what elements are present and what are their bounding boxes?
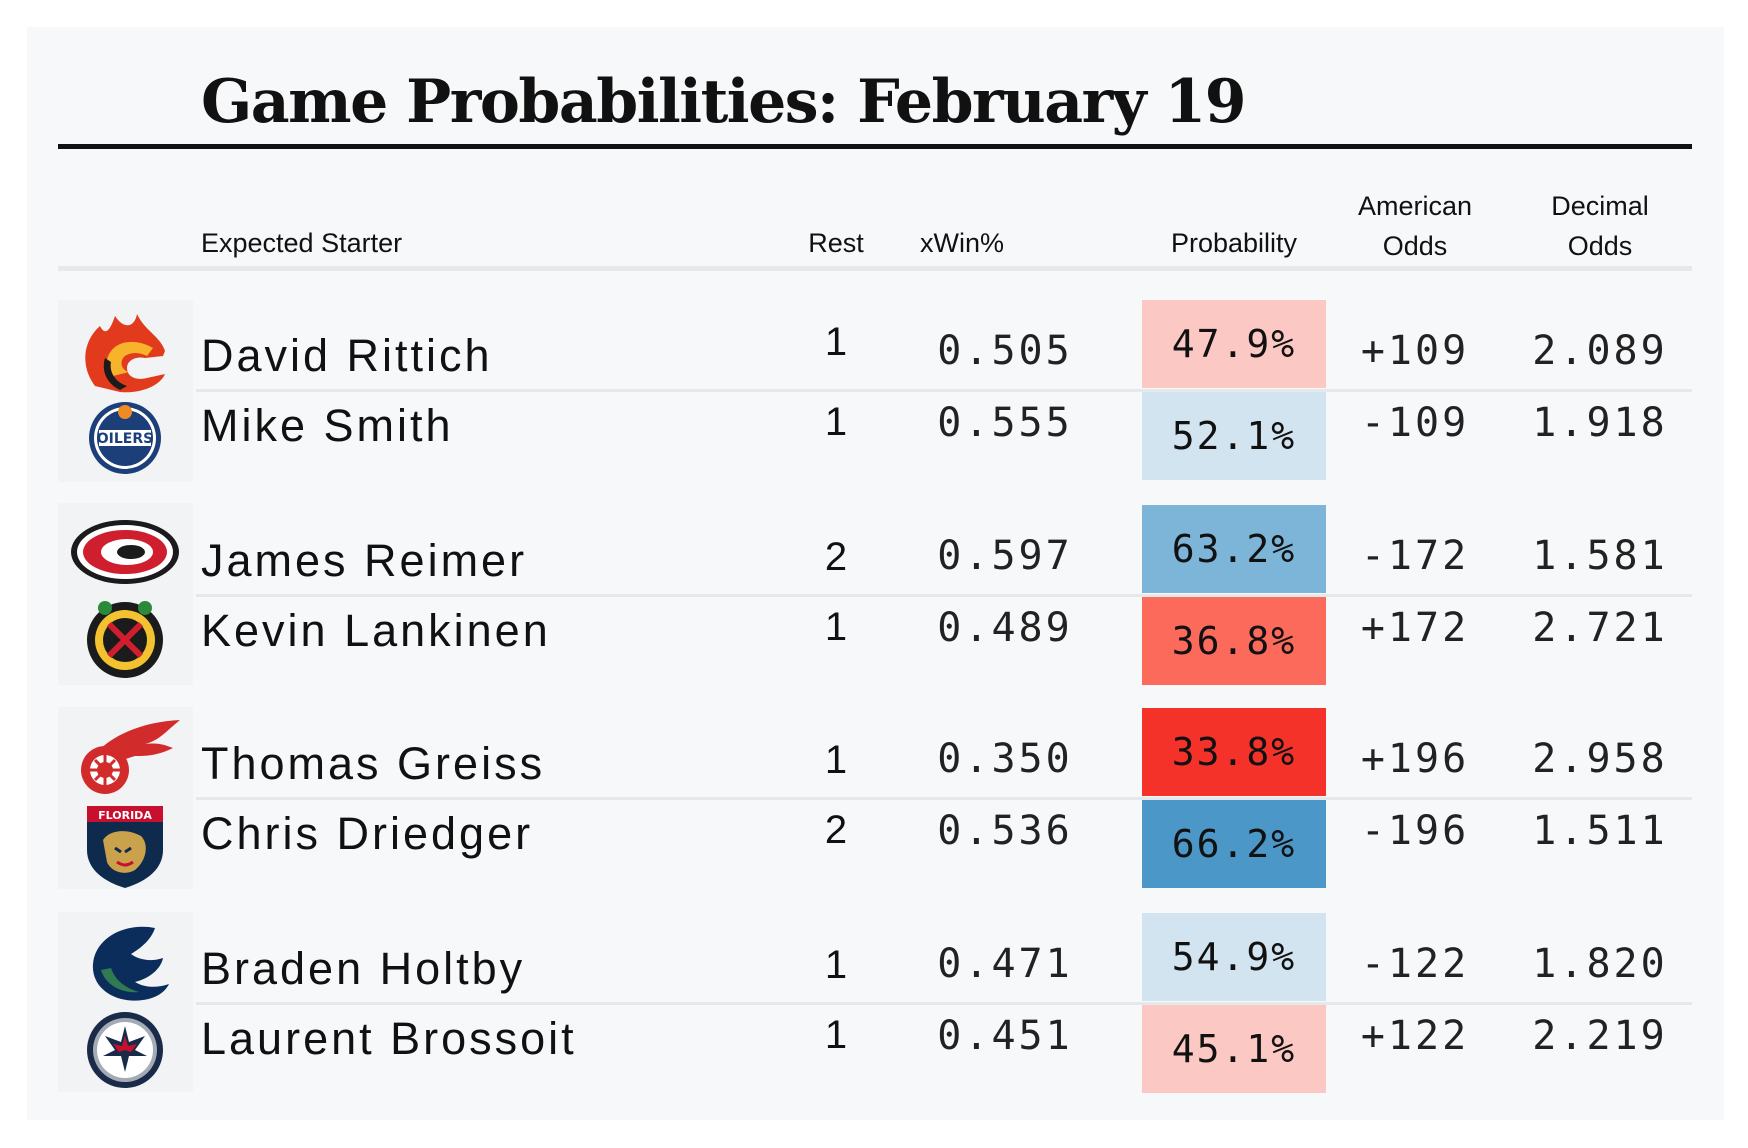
starter-name: David Rittich xyxy=(201,330,493,381)
oilers-logo-icon: OILERS xyxy=(65,390,185,478)
page-title: Game Probabilities: February 19 xyxy=(201,67,1247,137)
decimal-odds: 2.958 xyxy=(1532,736,1668,782)
american-odds: +172 xyxy=(1360,605,1470,651)
xwin-value: 0.597 xyxy=(937,533,1073,579)
american-odds: -196 xyxy=(1360,808,1470,854)
decimal-odds: 1.511 xyxy=(1532,808,1668,854)
header-divider xyxy=(58,266,1692,271)
xwin-value: 0.471 xyxy=(937,941,1073,987)
american-odds: +196 xyxy=(1360,736,1470,782)
probability-cell: 33.8% xyxy=(1142,708,1326,796)
xwin-value: 0.451 xyxy=(937,1013,1073,1059)
header-expected-starter: Expected Starter xyxy=(201,228,403,258)
probability-cell: 36.8% xyxy=(1142,597,1326,685)
svg-text:FLORIDA: FLORIDA xyxy=(98,809,152,822)
header-decimal-odds-line1: Decimal xyxy=(1551,191,1649,221)
decimal-odds: 2.721 xyxy=(1532,605,1668,651)
probability-cell: 66.2% xyxy=(1142,800,1326,888)
hurricanes-logo-icon xyxy=(65,508,185,596)
rest-days: 1 xyxy=(824,738,848,782)
xwin-value: 0.555 xyxy=(937,400,1073,446)
rest-days: 2 xyxy=(824,808,848,852)
starter-name: Kevin Lankinen xyxy=(201,605,551,656)
row-divider xyxy=(196,594,1692,597)
header-probability: Probability xyxy=(1170,228,1298,258)
probability-cell: 52.1% xyxy=(1142,392,1326,480)
decimal-odds: 1.820 xyxy=(1532,941,1668,987)
header-american-odds-line2: Odds xyxy=(1382,231,1448,261)
jets-logo-icon xyxy=(65,1006,185,1094)
decimal-odds: 1.918 xyxy=(1532,400,1668,446)
american-odds: -122 xyxy=(1360,941,1470,987)
starter-name: Mike Smith xyxy=(201,400,454,451)
row-divider xyxy=(196,389,1692,392)
row-divider xyxy=(196,797,1692,800)
header-decimal-odds-line2: Odds xyxy=(1567,231,1633,261)
header-xwin: xWin% xyxy=(920,228,1005,258)
header-american-odds-line1: American xyxy=(1357,191,1473,221)
american-odds: +109 xyxy=(1360,328,1470,374)
starter-name: Chris Driedger xyxy=(201,808,534,859)
starter-name: Thomas Greiss xyxy=(201,738,546,789)
probability-cell: 47.9% xyxy=(1142,300,1326,388)
american-odds: -109 xyxy=(1360,400,1470,446)
rest-days: 1 xyxy=(824,320,848,364)
probability-cell: 63.2% xyxy=(1142,505,1326,593)
title-divider xyxy=(58,144,1692,149)
starter-name: James Reimer xyxy=(201,535,528,586)
rest-days: 1 xyxy=(824,400,848,444)
decimal-odds: 2.089 xyxy=(1532,328,1668,374)
red-wings-logo-icon xyxy=(65,712,185,800)
probability-cell: 45.1% xyxy=(1142,1005,1326,1093)
xwin-value: 0.350 xyxy=(937,736,1073,782)
decimal-odds: 2.219 xyxy=(1532,1013,1668,1059)
flames-logo-icon xyxy=(65,306,185,394)
row-divider xyxy=(196,1002,1692,1005)
blackhawks-logo-icon xyxy=(65,594,185,682)
panthers-logo-icon: FLORIDA xyxy=(65,800,185,888)
starter-name: Braden Holtby xyxy=(201,943,526,994)
xwin-value: 0.505 xyxy=(937,328,1073,374)
rest-days: 1 xyxy=(824,1013,848,1057)
american-odds: +122 xyxy=(1360,1013,1470,1059)
chart-panel xyxy=(27,27,1724,1120)
rest-days: 1 xyxy=(824,605,848,649)
rest-days: 1 xyxy=(824,943,848,987)
rest-days: 2 xyxy=(824,535,848,579)
xwin-value: 0.489 xyxy=(937,605,1073,651)
american-odds: -172 xyxy=(1360,533,1470,579)
xwin-value: 0.536 xyxy=(937,808,1073,854)
starter-name: Laurent Brossoit xyxy=(201,1013,577,1064)
canucks-logo-icon xyxy=(65,918,185,1006)
probability-cell: 54.9% xyxy=(1142,913,1326,1001)
svg-text:OILERS: OILERS xyxy=(97,431,153,447)
header-rest: Rest xyxy=(808,228,864,258)
decimal-odds: 1.581 xyxy=(1532,533,1668,579)
